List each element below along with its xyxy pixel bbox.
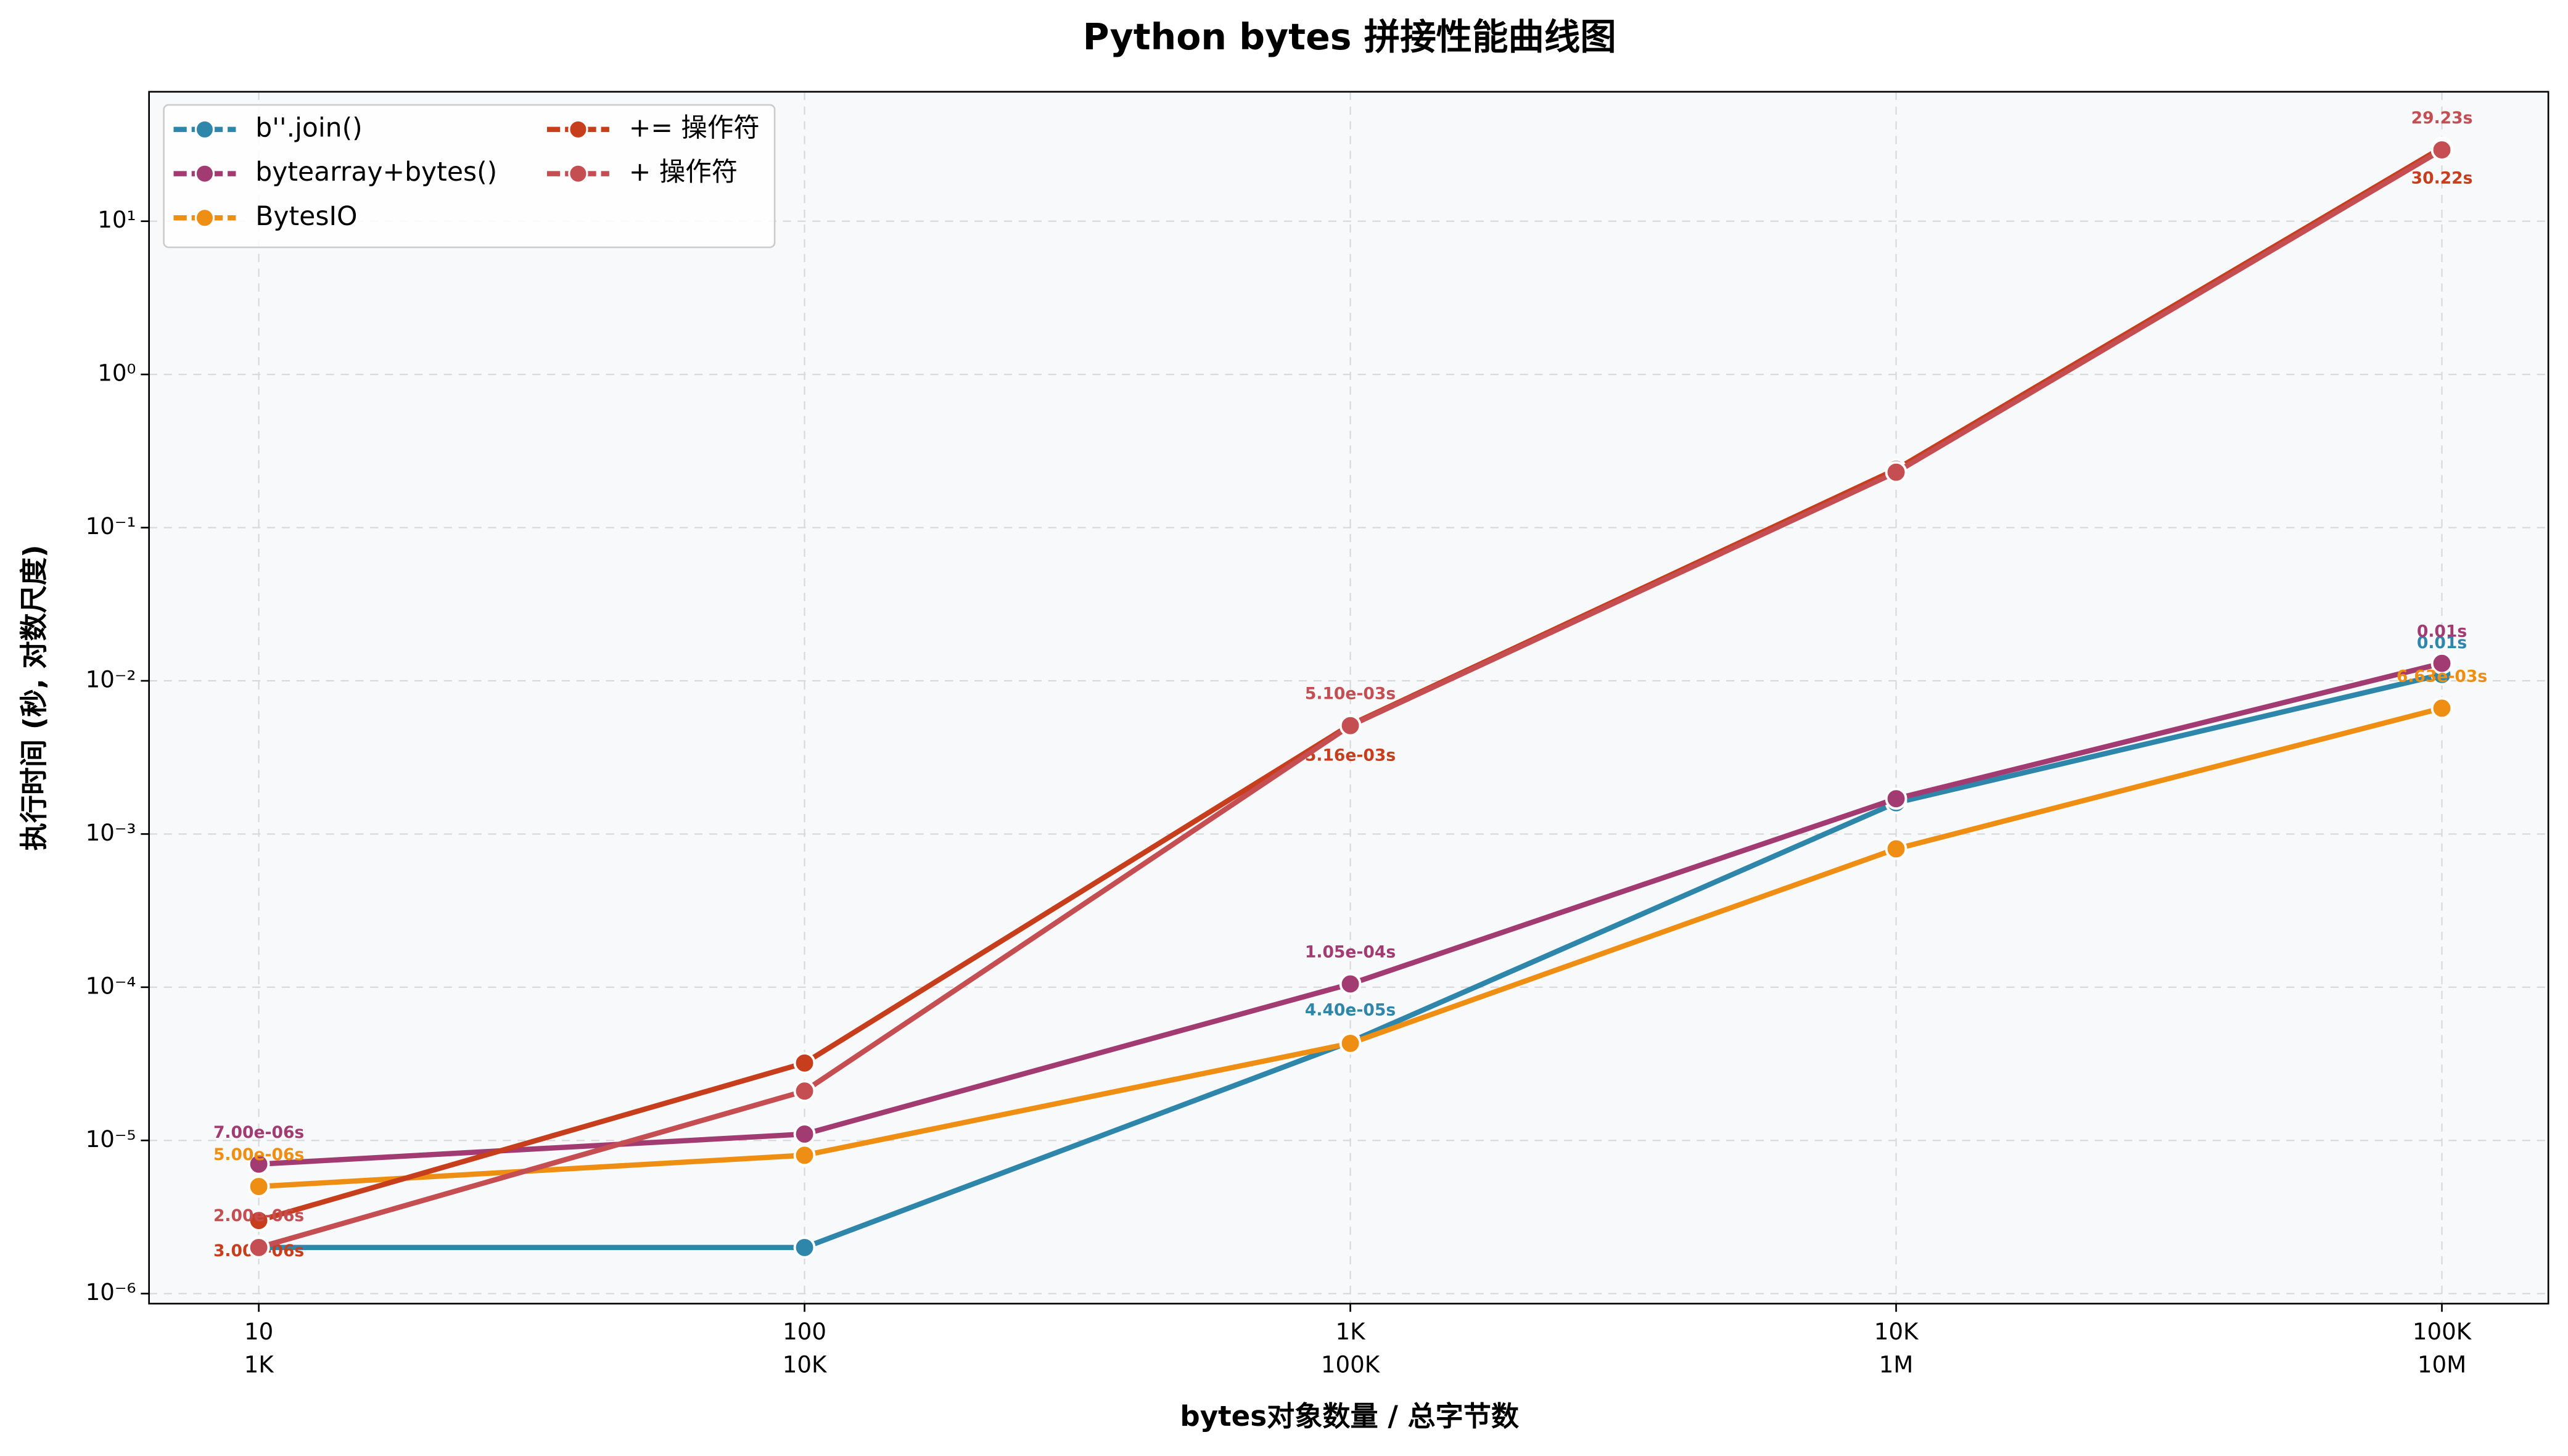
x-tick-label: 10 [244,1318,273,1345]
data-label: 4.40e-05s [1305,1000,1396,1019]
data-point [1885,788,1907,810]
data-label: 5.10e-03s [1305,685,1396,704]
data-point [793,1080,816,1103]
data-label: 1.05e-04s [1305,943,1396,962]
data-label: 6.63e-03s [2397,667,2487,686]
plot-frame [148,91,2549,1305]
data-point [1885,461,1907,483]
data-point [2430,139,2453,161]
y-tick-label: 10⁻² [86,665,136,693]
x-tick-label: 100K [2413,1318,2472,1345]
y-tick-label: 10⁻⁵ [86,1125,136,1153]
y-tick-label: 10¹ [97,206,136,233]
data-label: 0.01s [2417,633,2467,652]
data-point [2430,652,2453,675]
x-tick-label: 1M [1879,1351,1914,1378]
x-tick-label: 10K [1874,1318,1919,1345]
y-tick-label: 10⁻⁶ [86,1278,136,1306]
marks: 4.40e-05s 0.01s 7.00e-06s 1.05e-04s 0.01s 5.0… [213,109,2487,1261]
data-label: 2.00e-06s [213,1206,304,1225]
data-point [2430,697,2453,720]
data-point [793,1236,816,1259]
data-label: 30.22s [2411,168,2473,187]
y-axis-label: 执行时间 (秒, 对数尺度) [17,545,50,850]
legend-marker [568,119,588,140]
x-tick-label: 100K [1321,1351,1381,1378]
data-point [793,1123,816,1145]
chart-title: Python bytes 拼接性能曲线图 [1083,16,1616,58]
data-point [247,1236,270,1259]
y-tick-label: 10⁰ [97,360,136,387]
x-tick-label: 10M [2418,1351,2466,1378]
legend-marker [194,119,215,140]
x-tick-label: 1K [1336,1318,1367,1345]
legend-marker [194,208,215,228]
legend-marker [568,163,588,184]
data-point [793,1144,816,1167]
y-tick-label: 10⁻³ [86,819,136,846]
legend-label: BytesIO [255,202,357,232]
x-tick-label: 100 [783,1318,826,1345]
data-point [247,1153,270,1175]
data-point [247,1209,270,1232]
legend-marker [194,163,215,184]
data-label: 5.00e-06s [213,1145,304,1164]
legend-label: += 操作符 [629,113,760,143]
x-tick-label: 1K [244,1351,275,1378]
legend-label: + 操作符 [629,157,738,187]
data-point [1885,837,1907,860]
legend-label: b''.join() [255,113,362,143]
y-tick-label: 10⁻¹ [86,512,136,540]
data-point [247,1175,270,1198]
data-label: 29.23s [2411,109,2473,128]
y-tick-label: 10⁻⁴ [86,972,136,999]
data-label: 7.00e-06s [213,1123,304,1142]
data-point [1339,1032,1362,1055]
legend: b''.join() bytearray+bytes() BytesIO += 操作符… [163,104,776,249]
legend-box [163,104,776,249]
x-axis-label: bytes对象数量 / 总字节数 [1180,1400,1520,1433]
x-tick-label: 10K [783,1351,828,1378]
data-point [1339,714,1362,737]
data-point [1339,973,1362,995]
data-label: 0.01s [2417,622,2467,641]
data-point [793,1051,816,1074]
legend-label: bytearray+bytes() [255,157,497,187]
plot-area [149,91,2549,1304]
